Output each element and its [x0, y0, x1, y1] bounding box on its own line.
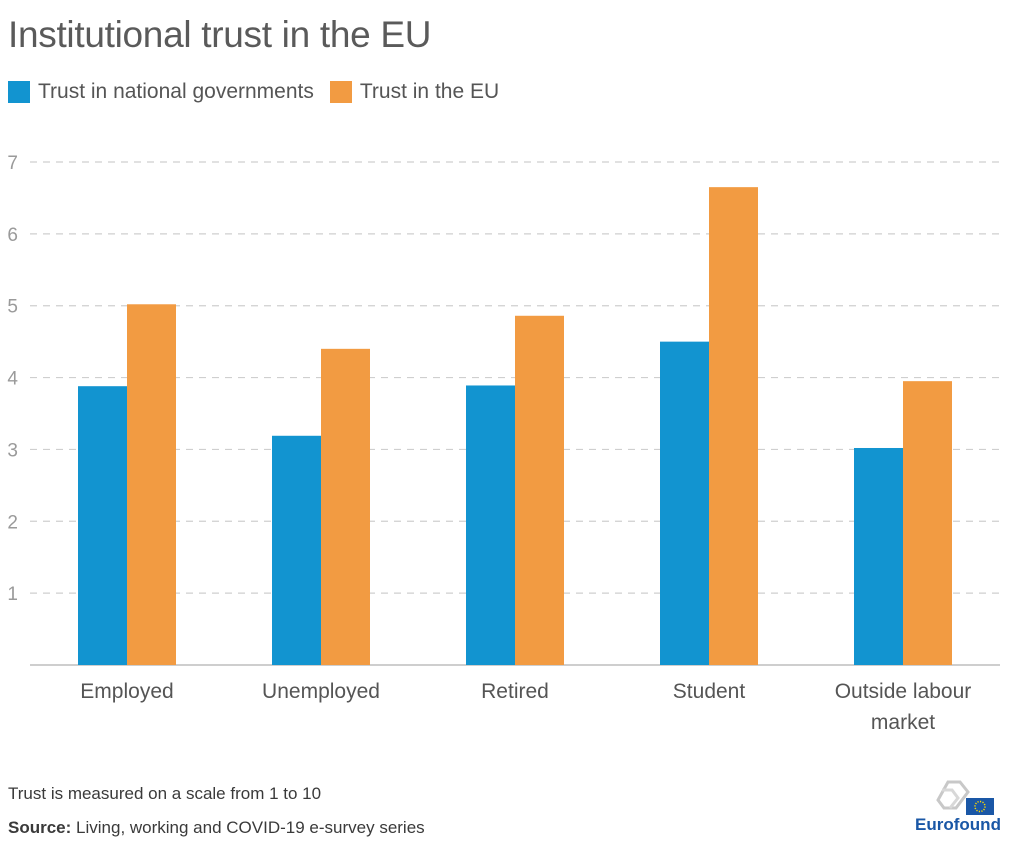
- legend-swatch-national: [8, 81, 30, 103]
- x-tick-label: Outside labour: [835, 680, 972, 703]
- x-tick-label: Student: [673, 680, 746, 703]
- bar-eu-3: [709, 187, 758, 665]
- scale-note: Trust is measured on a scale from 1 to 1…: [8, 784, 322, 803]
- legend-item-national: Trust in national governments: [8, 80, 314, 104]
- source-text: Living, working and COVID-19 e-survey se…: [71, 818, 425, 837]
- bar-eu-4: [903, 381, 952, 665]
- x-tick-label: Retired: [481, 680, 549, 703]
- chart-title: Institutional trust in the EU: [8, 14, 432, 55]
- y-tick-label: 5: [7, 297, 18, 318]
- eurofound-logo: Eurofound: [908, 776, 1008, 836]
- bar-national-0: [78, 386, 127, 665]
- legend-label-national: Trust in national governments: [38, 80, 314, 103]
- bar-eu-2: [515, 315, 564, 665]
- legend: Trust in national governments Trust in t…: [8, 80, 515, 104]
- legend-label-eu: Trust in the EU: [359, 80, 500, 103]
- y-tick-label: 4: [7, 369, 18, 390]
- logo-text: Eurofound: [915, 815, 1001, 834]
- legend-swatch-eu: [329, 81, 352, 103]
- bar-national-2: [466, 385, 515, 665]
- y-tick-label: 3: [7, 440, 18, 461]
- x-tick-label: Employed: [80, 680, 173, 703]
- x-tick-label: market: [871, 711, 935, 734]
- bar-national-1: [272, 435, 321, 665]
- y-tick-label: 6: [7, 225, 18, 246]
- bar-national-4: [854, 447, 903, 665]
- legend-item-eu: Trust in the EU: [329, 80, 500, 104]
- logo-icon: [936, 780, 994, 815]
- y-tick-label: 1: [7, 584, 18, 605]
- bar-eu-1: [321, 348, 370, 665]
- bar-national-3: [660, 341, 709, 665]
- bar-chart: 1 2 3 4 5 6 7 Employed Unemployed Retired Student O…: [7, 153, 1000, 734]
- y-tick-label: 7: [7, 153, 18, 174]
- y-tick-label: 2: [7, 512, 18, 533]
- source-line: Source: Living, working and COVID-19 e-s…: [8, 818, 425, 838]
- bar-eu-0: [127, 304, 176, 665]
- source-label: Source:: [8, 818, 72, 837]
- x-tick-label: Unemployed: [262, 680, 380, 703]
